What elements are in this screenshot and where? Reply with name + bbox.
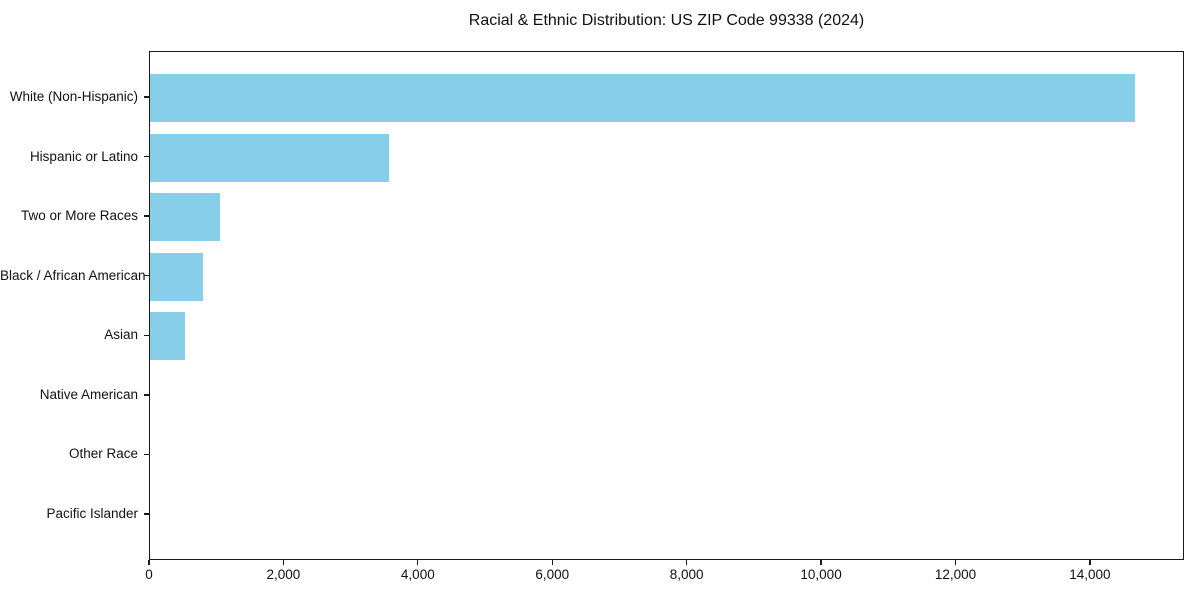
x-axis-tick-label-14-000: 14,000 (1069, 567, 1111, 582)
x-tick-mark (551, 560, 553, 565)
x-axis-tick-label-4-000: 4,000 (400, 567, 435, 582)
y-axis-label-pacific-islander: Pacific Islander (46, 506, 138, 521)
x-axis-tick-label-0: 0 (145, 567, 153, 582)
y-tick-mark (144, 453, 149, 456)
x-tick-mark (417, 560, 419, 565)
bar-white-non-hispanic (150, 74, 1136, 122)
y-tick-mark (144, 96, 149, 98)
y-axis-label-native-american: Native American (39, 386, 138, 402)
y-axis-label-other-race: Other Race (68, 446, 138, 462)
chart-title: Racial & Ethnic Distribution: US ZIP Cod… (468, 12, 865, 29)
x-tick-mark (954, 560, 957, 565)
y-tick-mark (144, 275, 149, 277)
x-tick-mark (686, 560, 688, 565)
x-tick-mark (1089, 560, 1091, 565)
y-tick-mark (144, 155, 149, 158)
x-axis-tick-label-10-000: 10,000 (800, 567, 842, 582)
y-axis-label-white-non-hispanic: White (Non-Hispanic) (9, 89, 138, 104)
x-axis-tick-label-8-000: 8,000 (669, 567, 704, 582)
y-axis-label-hispanic-or-latino: Hispanic or Latino (29, 148, 138, 164)
bar-hispanic-or-latino (150, 133, 389, 182)
bar-asian (150, 312, 185, 361)
y-axis-label-asian: Asian (104, 327, 138, 343)
bar-two-or-more-races (150, 193, 220, 242)
plot-area (149, 51, 1184, 560)
y-tick-mark (144, 513, 149, 515)
y-axis-label-black-african-american: Black / African American (0, 267, 146, 283)
bar-black-african-american (150, 252, 204, 301)
x-tick-mark (820, 560, 822, 565)
x-axis-tick-label-12-000: 12,000 (934, 567, 977, 582)
x-tick-mark (282, 560, 285, 565)
y-axis-label-two-or-more-races: Two or More Races (20, 208, 138, 224)
x-tick-mark (148, 560, 150, 565)
x-axis-tick-label-6-000: 6,000 (535, 567, 570, 582)
y-tick-mark (144, 334, 149, 336)
y-tick-mark (144, 394, 149, 396)
x-axis-tick-label-2-000: 2,000 (266, 567, 301, 582)
y-tick-mark (144, 215, 149, 217)
